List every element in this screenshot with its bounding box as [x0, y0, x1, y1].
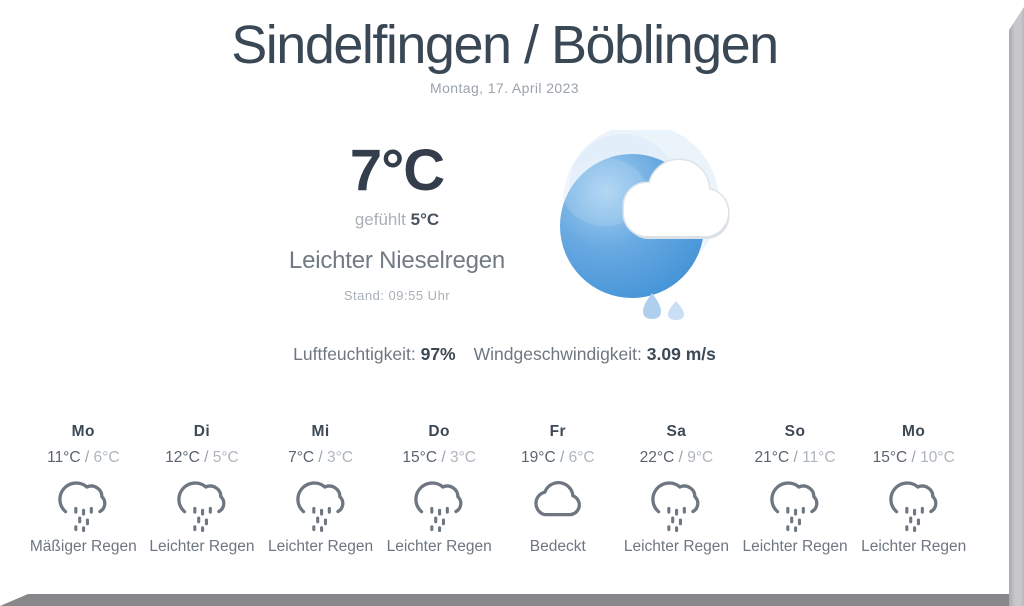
current-date: Montag, 17. April 2023 — [430, 80, 579, 97]
day-condition: Leichter Regen — [386, 538, 492, 556]
raindrop-shape — [668, 301, 684, 321]
day-temps: 15°C / 3°C — [380, 449, 499, 467]
updated-time: Stand: 09:55 Uhr — [343, 288, 451, 304]
day-temps: 11°C / 6°C — [24, 449, 143, 467]
day-label: Fr — [549, 423, 567, 441]
forecast-day-card[interactable]: Mi 7°C / 3°C Leichter Regen — [261, 423, 380, 556]
high-temp: 22°C — [639, 449, 675, 467]
current-condition: Leichter Nieselregen — [288, 247, 506, 275]
low-temp: 3°C — [327, 449, 354, 467]
temp-separator: / — [907, 449, 921, 467]
feels-like-label: gefühlt — [354, 210, 406, 230]
temp-separator: / — [555, 449, 569, 467]
day-condition: Bedeckt — [529, 538, 586, 556]
high-temp: 12°C — [165, 449, 200, 467]
temp-separator: / — [314, 449, 328, 467]
humidity-value: 97% — [420, 344, 456, 365]
day-icon-wrap — [261, 471, 380, 537]
day-icon-wrap — [143, 471, 262, 537]
page-header: Sindelfingen / Böblingen Montag, 17. Apr… — [0, 0, 1009, 96]
high-temp: 15°C — [402, 449, 438, 467]
wind-stat: Windgeschwindigkeit: 3.09 m/s — [474, 344, 716, 365]
day-condition: Leichter Regen — [742, 538, 848, 556]
day-condition: Leichter Regen — [861, 538, 967, 556]
rain-cloud-icon — [883, 471, 945, 533]
forecast-day-card[interactable]: Sa 22°C / 9°C Leichter Regen — [617, 423, 736, 556]
day-condition: Leichter Regen — [268, 538, 374, 556]
humidity-stat: Luftfeuchtigkeit: 97% — [293, 344, 455, 365]
current-weather-section: 7°C gefühlt 5°C Leichter Nieselregen Sta… — [0, 124, 1009, 330]
blue-sphere-cloud-drizzle-icon — [555, 124, 740, 328]
day-icon-wrap — [617, 471, 736, 537]
wind-value: 3.09 m/s — [646, 344, 716, 365]
temp-separator: / — [199, 449, 213, 467]
current-temperature: 7°C — [349, 138, 445, 204]
day-icon-wrap — [854, 471, 973, 537]
day-temps: 15°C / 10°C — [854, 449, 973, 467]
forecast-row: Mo 11°C / 6°C Mäßiger Regen Di 12°C / 5°… — [24, 423, 973, 556]
frame-right-edge — [1009, 7, 1024, 606]
high-temp: 19°C — [521, 449, 556, 467]
low-temp: 10°C — [920, 449, 955, 467]
day-label: So — [784, 423, 806, 441]
day-label: Do — [428, 423, 451, 441]
cloud-shape — [624, 160, 728, 237]
high-temp: 15°C — [872, 449, 908, 467]
high-temp: 11°C — [47, 449, 81, 467]
day-icon-wrap — [499, 471, 618, 537]
high-temp: 7°C — [288, 449, 315, 467]
rain-cloud-icon — [171, 471, 233, 533]
day-temps: 7°C / 3°C — [261, 449, 380, 467]
weather-stats-row: Luftfeuchtigkeit: 97% Windgeschwindigkei… — [0, 344, 1009, 365]
low-temp: 9°C — [687, 449, 714, 467]
forecast-day-card[interactable]: Mo 11°C / 6°C Mäßiger Regen — [24, 423, 143, 556]
day-icon-wrap — [736, 471, 855, 537]
temp-separator: / — [437, 449, 450, 467]
frame-bottom-edge — [0, 594, 1009, 606]
low-temp: 6°C — [568, 449, 595, 467]
forecast-day-card[interactable]: Do 15°C / 3°C Leichter Regen — [380, 423, 499, 556]
rain-cloud-icon — [764, 471, 826, 533]
weather-page: Sindelfingen / Böblingen Montag, 17. Apr… — [0, 0, 1009, 556]
feels-like-value: 5°C — [410, 210, 440, 230]
forecast-day-card[interactable]: Mo 15°C / 10°C Leichter Regen — [854, 423, 973, 556]
low-temp: 5°C — [212, 449, 239, 467]
day-label: Sa — [666, 423, 687, 441]
day-temps: 22°C / 9°C — [617, 449, 736, 467]
temp-separator: / — [80, 449, 94, 467]
day-label: Mo — [71, 423, 95, 441]
low-temp: 3°C — [449, 449, 476, 467]
rain-cloud-icon — [645, 471, 707, 533]
rain-cloud-icon — [408, 471, 470, 533]
day-condition: Leichter Regen — [149, 538, 255, 556]
raindrop-shape — [643, 293, 661, 320]
forecast-day-card[interactable]: Fr 19°C / 6°C Bedeckt — [499, 423, 618, 556]
day-label: Di — [193, 423, 211, 441]
day-icon-wrap — [24, 471, 143, 537]
day-label: Mi — [311, 423, 330, 441]
forecast-day-card[interactable]: So 21°C / 11°C Leichter Regen — [736, 423, 855, 556]
temp-separator: / — [789, 449, 803, 467]
forecast-day-card[interactable]: Di 12°C / 5°C Leichter Regen — [143, 423, 262, 556]
day-label: Mo — [901, 423, 926, 441]
low-temp: 11°C — [802, 449, 836, 467]
high-temp: 21°C — [754, 449, 790, 467]
feels-like: gefühlt 5°C — [269, 210, 525, 230]
low-temp: 6°C — [93, 449, 120, 467]
day-condition: Mäßiger Regen — [29, 538, 137, 556]
day-temps: 12°C / 5°C — [143, 449, 262, 467]
day-temps: 19°C / 6°C — [499, 449, 618, 467]
page-title: Sindelfingen / Böblingen — [231, 15, 779, 75]
humidity-label: Luftfeuchtigkeit: — [293, 344, 416, 365]
overcast-cloud-icon — [527, 471, 589, 533]
temp-separator: / — [674, 449, 688, 467]
day-temps: 21°C / 11°C — [736, 449, 855, 467]
rain-cloud-icon — [290, 471, 352, 533]
day-icon-wrap — [380, 471, 499, 537]
wind-label: Windgeschwindigkeit: — [473, 344, 642, 365]
day-condition: Leichter Regen — [623, 538, 729, 556]
current-weather-text: 7°C gefühlt 5°C Leichter Nieselregen Sta… — [269, 132, 525, 304]
rain-cloud-icon — [52, 471, 114, 533]
